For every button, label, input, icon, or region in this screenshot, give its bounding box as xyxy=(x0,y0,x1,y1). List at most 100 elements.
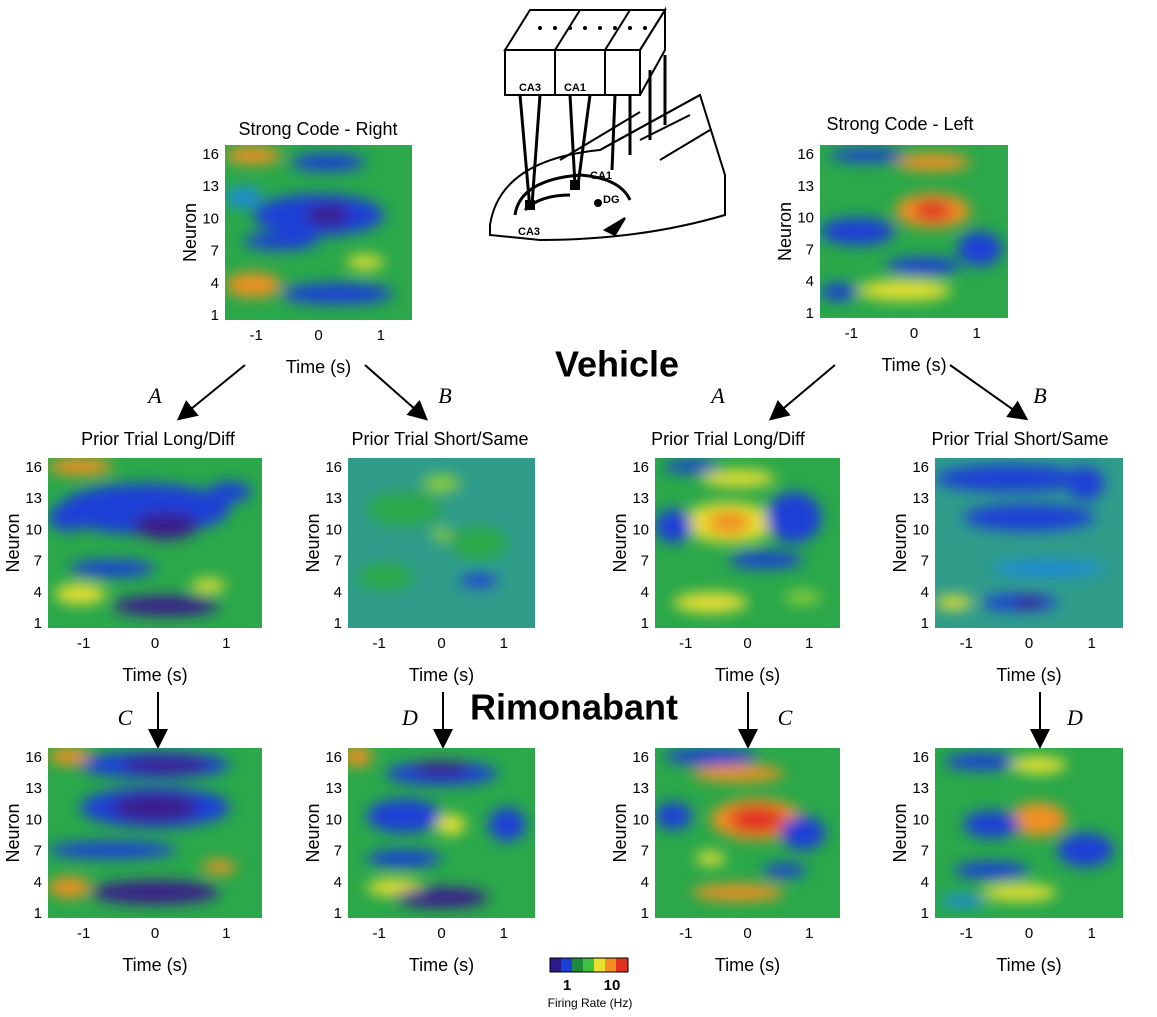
heatmap-blob xyxy=(729,806,785,833)
x-tick-label: 0 xyxy=(437,635,445,652)
heatmap-blob xyxy=(244,233,319,251)
y-tick-label: 1 xyxy=(921,905,929,922)
y-tick-label: 10 xyxy=(325,811,342,828)
y-tick-label: 7 xyxy=(34,843,42,860)
y-tick-label: 1 xyxy=(211,307,219,324)
x-axis-label: Time (s) xyxy=(996,955,1061,975)
y-tick-label: 1 xyxy=(334,615,342,632)
y-tick-label: 4 xyxy=(334,584,342,601)
x-tick-label: 1 xyxy=(377,327,385,344)
condition-label: Vehicle xyxy=(555,344,679,385)
y-axis-label: Neuron xyxy=(3,803,23,862)
heatmap-blob xyxy=(48,458,112,475)
heatmap-blob xyxy=(413,762,469,776)
y-tick-label: 4 xyxy=(921,874,929,891)
heatmap-blob xyxy=(48,504,91,531)
heatmap-blob xyxy=(820,218,895,246)
y-tick-label: 7 xyxy=(334,843,342,860)
y-tick-label: 13 xyxy=(202,178,219,195)
heatmap-blob xyxy=(963,504,1095,531)
y-tick-label: 13 xyxy=(797,178,814,195)
heatmap-blob xyxy=(762,864,806,878)
x-tick-label: 0 xyxy=(314,327,322,344)
heatmap xyxy=(655,748,840,918)
region-label: CA1 xyxy=(590,170,612,182)
y-tick-label: 13 xyxy=(25,780,42,797)
heatmap-blob xyxy=(54,584,105,604)
heatmap-blob xyxy=(460,574,497,588)
heatmap-blob xyxy=(191,579,225,593)
y-tick-label: 13 xyxy=(325,490,342,507)
heatmap-blob xyxy=(488,808,525,842)
y-axis-label: Neuron xyxy=(610,513,630,572)
y-tick-label: 1 xyxy=(34,905,42,922)
heatmap-blob xyxy=(785,591,822,605)
colorbar-title: Firing Rate (Hz) xyxy=(548,996,633,1010)
heatmap-blob xyxy=(935,465,1085,492)
heatmap-blob xyxy=(664,748,757,765)
y-tick-label: 4 xyxy=(211,275,219,292)
heatmap-blob xyxy=(941,894,986,908)
panel-letter: D xyxy=(401,705,418,730)
heatmap-blob xyxy=(664,460,720,474)
y-tick-label: 7 xyxy=(34,553,42,570)
y-tick-label: 16 xyxy=(325,749,342,766)
panel-letter: C xyxy=(118,705,133,730)
y-tick-label: 13 xyxy=(632,490,649,507)
x-tick-label: 1 xyxy=(500,925,508,942)
panel-letter: B xyxy=(438,383,451,408)
x-tick-label: 1 xyxy=(500,635,508,652)
heatmap-blob xyxy=(225,187,262,208)
y-tick-label: 16 xyxy=(202,146,219,163)
heatmap-blob xyxy=(674,592,748,612)
panel-title: Strong Code - Right xyxy=(238,119,397,139)
heatmap-blob xyxy=(91,881,219,905)
panel-title: Prior Trial Long/Diff xyxy=(651,429,806,449)
x-axis-label: Time (s) xyxy=(715,665,780,685)
y-axis-label: Neuron xyxy=(890,513,910,572)
heatmap xyxy=(48,458,262,628)
heatmap-blob xyxy=(357,563,413,590)
heatmap-blob xyxy=(858,280,952,301)
x-tick-label: 1 xyxy=(222,635,230,652)
heatmap-blob xyxy=(225,147,281,165)
heatmap-blob xyxy=(655,802,692,829)
y-tick-label: 1 xyxy=(334,905,342,922)
panel-letter: C xyxy=(778,705,793,730)
y-tick-label: 7 xyxy=(211,243,219,260)
y-tick-label: 1 xyxy=(641,905,649,922)
x-tick-label: -1 xyxy=(372,925,385,942)
heatmap-blob xyxy=(820,283,858,300)
x-tick-label: -1 xyxy=(372,635,385,652)
heatmap-blob xyxy=(707,511,751,535)
y-axis-label: Neuron xyxy=(303,803,323,862)
panel-title: Prior Trial Long/Diff xyxy=(81,429,236,449)
x-tick-label: 0 xyxy=(437,925,445,942)
heatmap-blob xyxy=(692,765,785,782)
y-axis-label: Neuron xyxy=(180,203,200,262)
x-tick-label: 1 xyxy=(1087,925,1095,942)
y-tick-label: 4 xyxy=(34,874,42,891)
panel-letter: D xyxy=(1066,705,1083,730)
heatmap-blob xyxy=(1010,802,1066,836)
y-tick-label: 10 xyxy=(912,521,929,538)
x-tick-label: 0 xyxy=(1025,925,1033,942)
x-tick-label: -1 xyxy=(249,327,262,344)
panel-letter: A xyxy=(709,383,725,408)
heatmap-blob xyxy=(1057,833,1113,867)
heatmap-blob xyxy=(914,200,952,221)
y-tick-label: 7 xyxy=(806,241,814,258)
colorbar-label: 10 xyxy=(604,977,621,994)
x-tick-label: -1 xyxy=(845,325,858,342)
y-tick-label: 16 xyxy=(797,146,814,163)
heatmap-blob xyxy=(281,283,393,304)
heatmap-blob xyxy=(367,492,442,526)
x-axis-label: Time (s) xyxy=(286,357,351,377)
panel-title: Prior Trial Short/Same xyxy=(931,429,1108,449)
heatmap-blob xyxy=(225,273,281,298)
colorbar xyxy=(550,958,628,972)
y-axis-label: Neuron xyxy=(3,513,23,572)
x-tick-label: 1 xyxy=(805,925,813,942)
y-tick-label: 16 xyxy=(25,749,42,766)
heatmap-blob xyxy=(701,470,775,487)
